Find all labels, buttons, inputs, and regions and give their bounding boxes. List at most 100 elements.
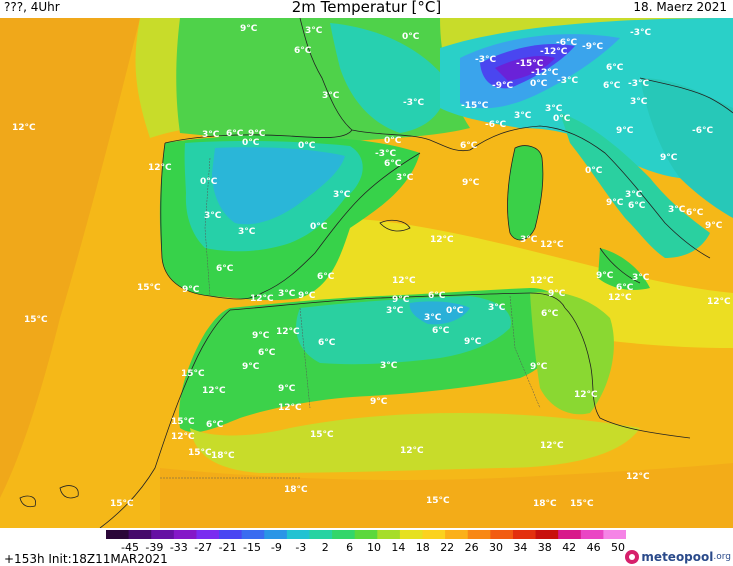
temperature-label: 6°C [432,326,450,336]
temperature-label: 0°C [200,177,218,187]
temperature-label: 9°C [606,198,624,208]
color-scale-tick-label: -3 [295,541,307,554]
temperature-label: 3°C [386,306,404,316]
temperature-label: 6°C [616,283,634,293]
temperature-label: 0°C [530,79,548,89]
temperature-label: 15°C [426,496,450,506]
color-scale-swatch [603,530,626,539]
temperature-label: 15°C [181,369,205,379]
temperature-label: 3°C [202,130,220,140]
temperature-label: -3°C [628,79,650,89]
temperature-label: 9°C [182,285,200,295]
valid-date-label: 18. Maerz 2021 [633,0,727,14]
temperature-label: -12°C [540,47,568,57]
color-scale-swatch [196,530,220,539]
temperature-label: 9°C [596,271,614,281]
temperature-label: 0°C [242,138,260,148]
color-scale-swatch [399,530,424,539]
temperature-label: 3°C [322,91,340,101]
temperature-label: -3°C [630,28,652,38]
temperature-label: 9°C [252,331,270,341]
brand-name: meteopool [641,550,714,564]
temperature-label: 9°C [462,178,480,188]
temperature-label: 6°C [384,159,402,169]
brand-tld: .org [713,552,731,562]
temperature-label: 12°C [626,472,650,482]
temperature-label: 15°C [171,417,195,427]
temperature-label: 12°C [540,240,564,250]
temperature-label: 12°C [148,163,172,173]
temperature-label: 15°C [24,315,48,325]
temperature-label: 12°C [608,293,632,303]
temperature-label: 12°C [392,276,416,286]
temperature-label: -3°C [375,149,397,159]
header: ???, 4Uhr 2m Temperatur [°C] 18. Maerz 2… [0,0,733,18]
temperature-label: 6°C [541,309,559,319]
temperature-label: 3°C [380,361,398,371]
color-scale-tick-label: 50 [611,541,625,554]
color-scale-swatch [128,530,152,539]
color-scale-swatch [286,530,310,539]
temperature-label: 6°C [317,272,335,282]
temperature-label: 3°C [520,235,538,245]
color-scale-tick-label: 14 [391,541,406,554]
temperature-label: 3°C [630,97,648,107]
temperature-label: 3°C [424,313,442,323]
color-scale-swatch [467,530,491,539]
temperature-label: 0°C [585,166,603,176]
color-legend: -45 -39 -33 -27 -21 -15 -9 -3 2 6 10 14 18 22 26 30 34 38… [0,528,733,566]
map-title: 2m Temperatur [°C] [291,0,442,16]
color-scale-tick-label: -27 [194,541,213,554]
temperature-label: 6°C [294,46,312,56]
temperature-label: 9°C [530,362,548,372]
color-scale-swatch [241,530,265,539]
temperature-label: 6°C [226,129,244,139]
temperature-label: -6°C [692,126,714,136]
temperature-label: -3°C [403,98,425,108]
color-scale-swatch [173,530,197,539]
temperature-label: 12°C [430,235,454,245]
color-scale-swatch [422,530,446,539]
color-scale-swatch [219,530,243,539]
color-scale-tick-label: 22 [440,541,455,554]
temperature-label: 15°C [310,430,334,440]
color-scale-swatch [580,530,604,539]
temperature-label: 9°C [370,397,388,407]
temperature-label: 12°C [276,327,300,337]
color-scale-swatch [332,530,356,539]
color-scale-swatch [445,530,469,539]
temperature-label: -15°C [516,59,544,69]
color-scale-tick-label: 2 [321,541,329,554]
color-scale-tick-label: 6 [346,541,354,554]
temperature-label: 12°C [574,390,598,400]
temperature-label: 15°C [188,448,212,458]
meteopool-logo-icon [625,550,640,564]
color-scale-tick-label: 18 [415,541,430,554]
temperature-label: -9°C [582,42,604,52]
temperature-label: -6°C [556,38,578,48]
color-scale-tick-label: 26 [464,541,479,554]
temperature-label: 12°C [530,276,554,286]
temperature-label: 9°C [298,291,316,301]
meteopool-brand[interactable]: meteopool .org [625,549,731,565]
color-scale-swatch [512,530,537,539]
temperature-label: 6°C [206,420,224,430]
temperature-label: 12°C [707,297,731,307]
temperature-label: 9°C [660,153,678,163]
temperature-label: 3°C [668,205,686,215]
temperature-label: -6°C [485,120,507,130]
color-scale-swatch [377,530,401,539]
temperature-label: 12°C [12,123,36,133]
temperature-label: 0°C [298,141,316,151]
temperature-label: 18°C [533,499,557,509]
temperature-label: 18°C [284,485,308,495]
forecast-run-info: +153h Init:18Z11MAR2021 [4,552,168,566]
temperature-label: 3°C [238,227,256,237]
temperature-label: 0°C [384,136,402,146]
color-scale-tick-label: -21 [218,541,237,554]
temperature-label: 9°C [705,221,723,231]
temperature-label: 3°C [625,190,643,200]
temperature-label: -15°C [461,101,489,111]
temperature-label: 3°C [333,190,351,200]
temperature-label: -9°C [492,81,514,91]
